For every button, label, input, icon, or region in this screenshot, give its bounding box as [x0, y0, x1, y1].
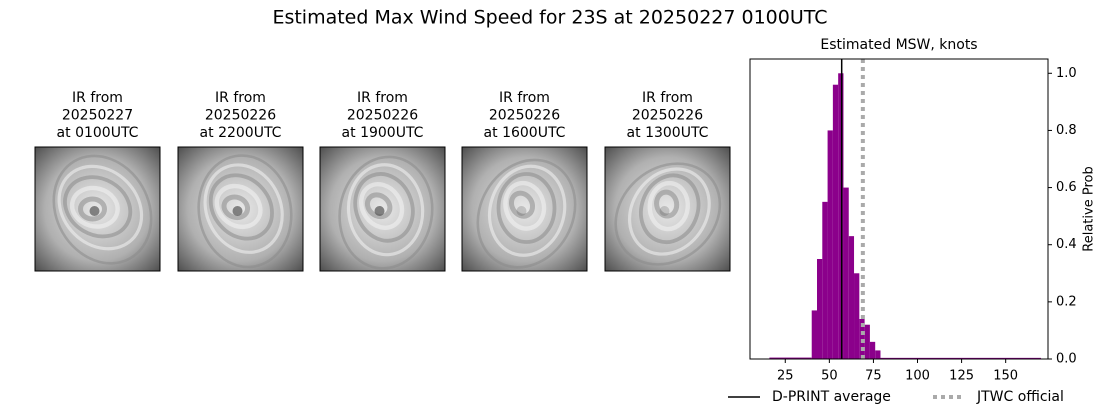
- panel-title: IR from: [642, 90, 693, 106]
- panel-title: IR from: [215, 90, 266, 106]
- cloud-band: [221, 194, 251, 221]
- panel-title: at 1600UTC: [484, 125, 566, 141]
- bar: [838, 73, 844, 360]
- figure-title: Estimated Max Wind Speed for 23S at 2025…: [272, 7, 827, 29]
- plot-frame: [749, 58, 1049, 360]
- bar: [832, 84, 839, 359]
- cloud-band: [614, 162, 722, 266]
- cloud-band: [358, 182, 405, 230]
- cloud-band: [353, 172, 415, 243]
- eye: [659, 206, 670, 216]
- cloud-band: [654, 189, 680, 219]
- bar: [854, 273, 860, 359]
- x-tick-label: 150: [993, 369, 1018, 384]
- cloud-band: [52, 154, 153, 265]
- eye: [89, 206, 100, 216]
- x-tick-label: 100: [905, 369, 930, 384]
- cloud-band: [338, 155, 434, 270]
- y-tick-label: 0.0: [1056, 352, 1077, 367]
- cloud-band: [647, 180, 690, 232]
- panel-title: 20250226: [347, 108, 418, 124]
- bar: [869, 341, 876, 359]
- cloud-band: [346, 163, 425, 257]
- y-tick-label: 0.8: [1056, 123, 1077, 138]
- cloud-band: [214, 183, 263, 230]
- cloud-band: [203, 163, 284, 254]
- cloud-band: [487, 164, 567, 257]
- x-tick-label: 25: [777, 369, 794, 384]
- cloud-band: [476, 158, 577, 269]
- eye: [516, 206, 527, 216]
- y-tick-label: 0.6: [1056, 180, 1077, 195]
- bar: [827, 130, 833, 359]
- x-tick-label: 125: [949, 369, 974, 384]
- cloud-band: [57, 164, 144, 251]
- panel-title: 20250226: [489, 108, 560, 124]
- bar: [875, 350, 881, 359]
- panel-title: IR from: [499, 90, 550, 106]
- legend-label: JTWC official: [976, 389, 1064, 405]
- cloud-band: [639, 173, 701, 244]
- panel-title: at 2200UTC: [200, 125, 282, 141]
- eye: [374, 206, 385, 216]
- chart-title: Estimated MSW, knots: [820, 37, 977, 53]
- y-axis-label: Relative Prob: [1082, 166, 1097, 251]
- cloud-band: [63, 175, 133, 239]
- panel-title: IR from: [72, 90, 123, 106]
- eye: [232, 206, 243, 216]
- panel-title: 20250226: [632, 108, 703, 124]
- bar: [811, 310, 818, 359]
- cloud-band: [208, 173, 274, 241]
- panel-title: at 1900UTC: [342, 125, 424, 141]
- cloud-band: [503, 180, 547, 231]
- x-tick-label: 75: [865, 369, 882, 384]
- bar: [864, 324, 870, 359]
- x-tick-label: 50: [821, 369, 838, 384]
- panel-title: 20250226: [205, 108, 276, 124]
- cloud-band: [197, 154, 293, 269]
- panel-title: at 1300UTC: [627, 125, 709, 141]
- panel-title: 20250227: [62, 108, 133, 124]
- panel-title: IR from: [357, 90, 408, 106]
- cloud-band: [69, 185, 120, 229]
- y-tick-label: 0.2: [1056, 294, 1077, 309]
- y-tick-label: 1.0: [1056, 66, 1077, 81]
- bar: [843, 187, 849, 359]
- bar: [769, 357, 812, 359]
- legend-label: D-PRINT average: [772, 389, 891, 405]
- cloud-band: [627, 167, 711, 256]
- y-tick-label: 0.4: [1056, 237, 1077, 252]
- bar: [848, 236, 855, 359]
- cloud-band: [364, 192, 393, 220]
- bar: [822, 201, 828, 359]
- cloud-band: [496, 172, 557, 244]
- cloud-band: [78, 196, 107, 222]
- bar: [817, 259, 823, 359]
- cloud-band: [508, 190, 536, 219]
- panel-title: at 0100UTC: [57, 125, 139, 141]
- bar: [880, 357, 1041, 359]
